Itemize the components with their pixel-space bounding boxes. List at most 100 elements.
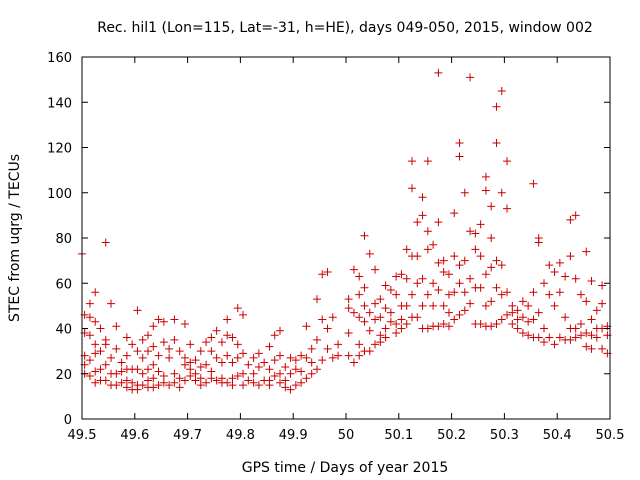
data-point	[233, 340, 242, 349]
data-point	[180, 319, 189, 328]
data-point	[423, 290, 432, 299]
data-point	[180, 353, 189, 362]
data-point	[101, 360, 110, 369]
data-point	[423, 227, 432, 236]
data-point	[534, 308, 543, 317]
data-point	[149, 383, 158, 392]
data-point	[159, 338, 168, 347]
data-point	[397, 270, 406, 279]
data-point	[492, 256, 501, 265]
data-point	[265, 365, 274, 374]
data-point	[228, 333, 237, 342]
data-point	[265, 342, 274, 351]
x-tick-label: 49.6	[120, 428, 149, 443]
data-point	[550, 301, 559, 310]
data-point	[413, 218, 422, 227]
data-point	[276, 326, 284, 335]
data-point	[191, 376, 200, 385]
data-point	[365, 249, 374, 258]
data-point	[228, 358, 237, 367]
data-point	[239, 310, 248, 319]
data-point	[513, 315, 522, 324]
data-point	[307, 369, 316, 378]
data-point	[476, 220, 485, 229]
data-point	[444, 290, 453, 299]
data-point	[96, 347, 105, 356]
data-point	[497, 290, 506, 299]
data-point	[149, 360, 158, 369]
data-point	[376, 331, 385, 340]
data-point	[297, 367, 306, 376]
data-point	[460, 188, 469, 197]
data-point	[107, 353, 116, 362]
data-point	[307, 344, 316, 353]
data-point	[534, 238, 543, 247]
data-point	[207, 333, 216, 342]
data-point	[402, 245, 411, 254]
data-point	[175, 374, 184, 383]
data-point	[550, 340, 559, 349]
data-point	[128, 340, 137, 349]
data-point	[450, 252, 459, 261]
data-point	[466, 274, 475, 283]
data-point	[249, 369, 258, 378]
data-point	[249, 353, 258, 362]
data-point	[302, 353, 311, 362]
data-point	[545, 261, 554, 270]
data-point	[212, 376, 221, 385]
data-point	[397, 315, 406, 324]
data-point	[318, 356, 327, 365]
data-point	[392, 290, 401, 299]
data-point	[534, 333, 543, 342]
data-point	[545, 333, 554, 342]
data-point	[439, 267, 448, 276]
data-point	[159, 317, 168, 326]
data-point	[270, 356, 279, 365]
data-point	[439, 301, 448, 310]
x-tick-label: 50.2	[437, 428, 466, 443]
data-point	[91, 288, 100, 297]
data-point	[503, 288, 512, 297]
x-tick-label: 50	[338, 428, 355, 443]
data-point	[529, 288, 538, 297]
data-point	[276, 378, 284, 387]
data-point	[408, 290, 416, 299]
data-point	[202, 360, 211, 369]
data-point	[170, 335, 179, 344]
data-point	[381, 333, 390, 342]
data-point	[349, 358, 358, 367]
data-point	[439, 319, 448, 328]
data-point	[571, 211, 580, 220]
data-point	[138, 369, 147, 378]
data-point	[487, 322, 496, 331]
data-points	[78, 68, 612, 394]
data-point	[587, 315, 596, 324]
data-point	[133, 385, 142, 394]
data-point	[85, 313, 94, 322]
data-point	[360, 231, 369, 240]
data-point	[91, 340, 100, 349]
data-point	[239, 381, 248, 390]
data-point	[587, 331, 596, 340]
data-point	[529, 315, 538, 324]
data-point	[576, 319, 585, 328]
y-axis-title: STEC from uqrg / TECUs	[7, 154, 23, 322]
data-point	[96, 365, 105, 374]
data-point	[318, 315, 327, 324]
data-point	[85, 356, 94, 365]
data-point	[170, 315, 179, 324]
data-point	[481, 270, 490, 279]
data-point	[312, 295, 321, 304]
x-tick-label: 50.4	[543, 428, 572, 443]
data-point	[492, 319, 501, 328]
data-point	[571, 324, 580, 333]
data-point	[144, 331, 152, 340]
data-point	[133, 347, 142, 356]
data-point	[265, 381, 274, 390]
data-point	[233, 304, 242, 313]
data-point	[307, 358, 316, 367]
data-point	[418, 301, 427, 310]
data-point	[481, 186, 490, 195]
data-point	[144, 347, 152, 356]
data-point	[349, 265, 358, 274]
